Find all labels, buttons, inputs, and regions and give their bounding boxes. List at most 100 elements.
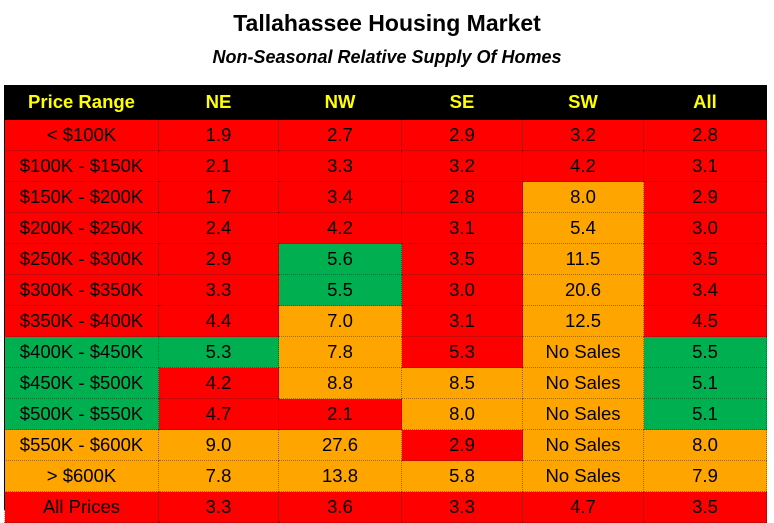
table-row: $100K - $150K 2.1 3.3 3.2 4.2 3.1 xyxy=(4,150,767,182)
table-header-row: Price Range NE NW SE SW All xyxy=(4,85,767,120)
table-cell-se: 3.3 xyxy=(401,491,523,523)
table-cell-nw: 27.6 xyxy=(278,429,402,461)
table-cell-sw: 4.7 xyxy=(522,491,644,523)
row-label: $400K - $450K xyxy=(4,336,159,368)
table-cell-all: 3.5 xyxy=(643,491,767,523)
column-header-price-range: Price Range xyxy=(4,85,159,120)
table-cell-sw: 8.0 xyxy=(522,181,644,213)
table-cell-nw: 3.6 xyxy=(278,491,402,523)
row-label: All Prices xyxy=(4,491,159,523)
table-cell-sw: No Sales xyxy=(522,429,644,461)
chart-subtitle: Non-Seasonal Relative Supply Of Homes xyxy=(212,47,562,67)
table-cell-se: 3.1 xyxy=(401,305,523,337)
table-cell-nw: 8.8 xyxy=(278,367,402,399)
table-cell-ne: 4.4 xyxy=(158,305,279,337)
table-cell-ne: 2.4 xyxy=(158,212,279,244)
row-label: < $100K xyxy=(4,119,159,151)
row-label: $350K - $400K xyxy=(4,305,159,337)
table-row: $400K - $450K 5.3 7.8 5.3 No Sales 5.5 xyxy=(4,336,767,368)
table-body: < $100K 1.9 2.7 2.9 3.2 2.8 $100K - $150K 2.1 3.… xyxy=(4,119,767,523)
table-cell-sw: 4.2 xyxy=(522,150,644,182)
table-cell-sw: 3.2 xyxy=(522,119,644,151)
table-cell-all: 3.4 xyxy=(643,274,767,306)
column-header-sw: SW xyxy=(522,85,644,120)
table-cell-all: 5.1 xyxy=(643,398,767,430)
table-cell-all: 8.0 xyxy=(643,429,767,461)
table-cell-all: 3.0 xyxy=(643,212,767,244)
table-row: < $100K 1.9 2.7 2.9 3.2 2.8 xyxy=(4,119,767,151)
table-cell-sw: No Sales xyxy=(522,367,644,399)
column-header-se: SE xyxy=(401,85,523,120)
table-cell-nw: 3.4 xyxy=(278,181,402,213)
table-cell-ne: 2.1 xyxy=(158,150,279,182)
table-cell-nw: 2.7 xyxy=(278,119,402,151)
table-row: $250K - $300K 2.9 5.6 3.5 11.5 3.5 xyxy=(4,243,767,275)
table-row: $300K - $350K 3.3 5.5 3.0 20.6 3.4 xyxy=(4,274,767,306)
table-cell-sw: No Sales xyxy=(522,398,644,430)
column-header-ne: NE xyxy=(158,85,279,120)
table-cell-se: 2.8 xyxy=(401,181,523,213)
table-cell-se: 5.8 xyxy=(401,460,523,492)
row-label: $500K - $550K xyxy=(4,398,159,430)
column-header-nw: NW xyxy=(278,85,402,120)
row-label: $100K - $150K xyxy=(4,150,159,182)
table-cell-sw: 12.5 xyxy=(522,305,644,337)
table-cell-sw: 5.4 xyxy=(522,212,644,244)
table-cell-nw: 13.8 xyxy=(278,460,402,492)
table-cell-all: 4.5 xyxy=(643,305,767,337)
row-label: $300K - $350K xyxy=(4,274,159,306)
table-cell-sw: No Sales xyxy=(522,336,644,368)
table-row: $150K - $200K 1.7 3.4 2.8 8.0 2.9 xyxy=(4,181,767,213)
table-cell-nw: 5.6 xyxy=(278,243,402,275)
supply-table-container: Price Range NE NW SE SW All < $100K 1.9 2.7 2.9 3… xyxy=(4,85,767,523)
table-cell-ne: 1.9 xyxy=(158,119,279,151)
column-header-all: All xyxy=(643,85,767,120)
table-cell-ne: 5.3 xyxy=(158,336,279,368)
table-cell-se: 2.9 xyxy=(401,119,523,151)
table-cell-all: 3.1 xyxy=(643,150,767,182)
row-label: $250K - $300K xyxy=(4,243,159,275)
table-cell-sw: 11.5 xyxy=(522,243,644,275)
table-cell-se: 3.1 xyxy=(401,212,523,244)
table-cell-se: 2.9 xyxy=(401,429,523,461)
row-label: $200K - $250K xyxy=(4,212,159,244)
table-cell-nw: 5.5 xyxy=(278,274,402,306)
table-row: $350K - $400K 4.4 7.0 3.1 12.5 4.5 xyxy=(4,305,767,337)
chart-title: Tallahassee Housing Market xyxy=(233,10,541,36)
table-cell-nw: 4.2 xyxy=(278,212,402,244)
table-cell-ne: 1.7 xyxy=(158,181,279,213)
table-cell-ne: 7.8 xyxy=(158,460,279,492)
table-row: $550K - $600K 9.0 27.6 2.9 No Sales 8.0 xyxy=(4,429,767,461)
supply-table: Price Range NE NW SE SW All < $100K 1.9 2.7 2.9 3… xyxy=(4,85,767,523)
table-cell-ne: 9.0 xyxy=(158,429,279,461)
table-row: All Prices 3.3 3.6 3.3 4.7 3.5 xyxy=(4,491,767,523)
table-cell-nw: 7.0 xyxy=(278,305,402,337)
table-cell-se: 5.3 xyxy=(401,336,523,368)
table-cell-ne: 4.7 xyxy=(158,398,279,430)
table-row: > $600K 7.8 13.8 5.8 No Sales 7.9 xyxy=(4,460,767,492)
table-cell-nw: 3.3 xyxy=(278,150,402,182)
table-cell-all: 3.5 xyxy=(643,243,767,275)
row-label: $150K - $200K xyxy=(4,181,159,213)
table-cell-all: 7.9 xyxy=(643,460,767,492)
table-cell-all: 5.1 xyxy=(643,367,767,399)
table-cell-ne: 2.9 xyxy=(158,243,279,275)
row-label: $450K - $500K xyxy=(4,367,159,399)
table-row: $500K - $550K 4.7 2.1 8.0 No Sales 5.1 xyxy=(4,398,767,430)
table-cell-nw: 2.1 xyxy=(278,398,402,430)
row-label: $550K - $600K xyxy=(4,429,159,461)
table-cell-all: 2.9 xyxy=(643,181,767,213)
table-cell-se: 3.2 xyxy=(401,150,523,182)
table-cell-nw: 7.8 xyxy=(278,336,402,368)
table-cell-all: 2.8 xyxy=(643,119,767,151)
table-cell-sw: 20.6 xyxy=(522,274,644,306)
table-cell-sw: No Sales xyxy=(522,460,644,492)
table-cell-se: 3.5 xyxy=(401,243,523,275)
table-cell-se: 8.5 xyxy=(401,367,523,399)
row-label: > $600K xyxy=(4,460,159,492)
table-cell-all: 5.5 xyxy=(643,336,767,368)
table-cell-ne: 3.3 xyxy=(158,274,279,306)
table-cell-se: 8.0 xyxy=(401,398,523,430)
table-row: $200K - $250K 2.4 4.2 3.1 5.4 3.0 xyxy=(4,212,767,244)
table-cell-ne: 3.3 xyxy=(158,491,279,523)
